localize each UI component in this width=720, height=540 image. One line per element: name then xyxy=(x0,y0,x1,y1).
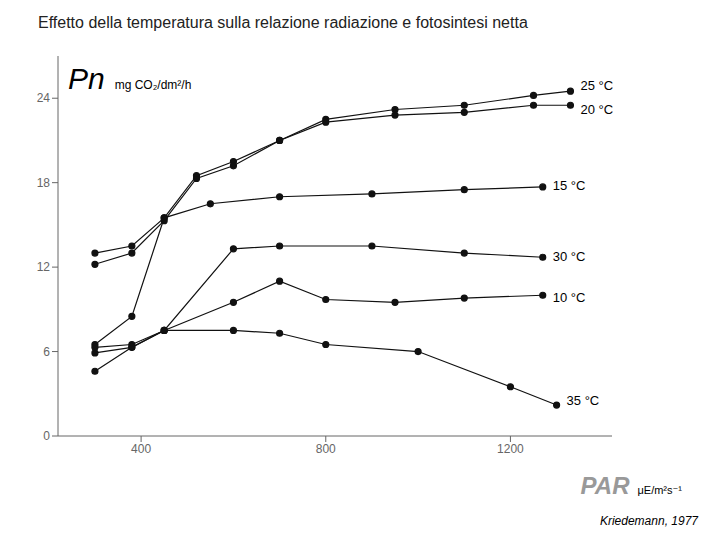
svg-text:18: 18 xyxy=(37,176,51,190)
html-text:Effetto della temperatura sull: Effetto della temperatura sulla relazion… xyxy=(38,14,528,31)
svg-text:1200: 1200 xyxy=(497,442,524,456)
svg-text:24: 24 xyxy=(37,91,51,105)
svg-text:15 °C: 15 °C xyxy=(553,178,586,193)
html-text:Pn: Pn xyxy=(68,62,105,95)
svg-text:20 °C: 20 °C xyxy=(580,102,613,117)
svg-text:400: 400 xyxy=(131,442,151,456)
svg-text:10 °C: 10 °C xyxy=(553,290,586,305)
svg-text:6: 6 xyxy=(43,345,50,359)
svg-text:35 °C: 35 °C xyxy=(567,393,600,408)
html-text:Kriedemann, 1977: Kriedemann, 1977 xyxy=(599,514,698,528)
svg-text:0: 0 xyxy=(43,429,50,443)
svg-text:12: 12 xyxy=(37,260,51,274)
svg-text:30 °C: 30 °C xyxy=(553,249,586,264)
html-text:PAR: PAR xyxy=(580,472,630,499)
html-text:mg CO₂/dm²/h: mg CO₂/dm²/h xyxy=(114,78,192,92)
svg-text:800: 800 xyxy=(316,442,336,456)
svg-text:25 °C: 25 °C xyxy=(580,78,613,93)
html-text:μE/m²s⁻¹: μE/m²s⁻¹ xyxy=(637,484,682,496)
